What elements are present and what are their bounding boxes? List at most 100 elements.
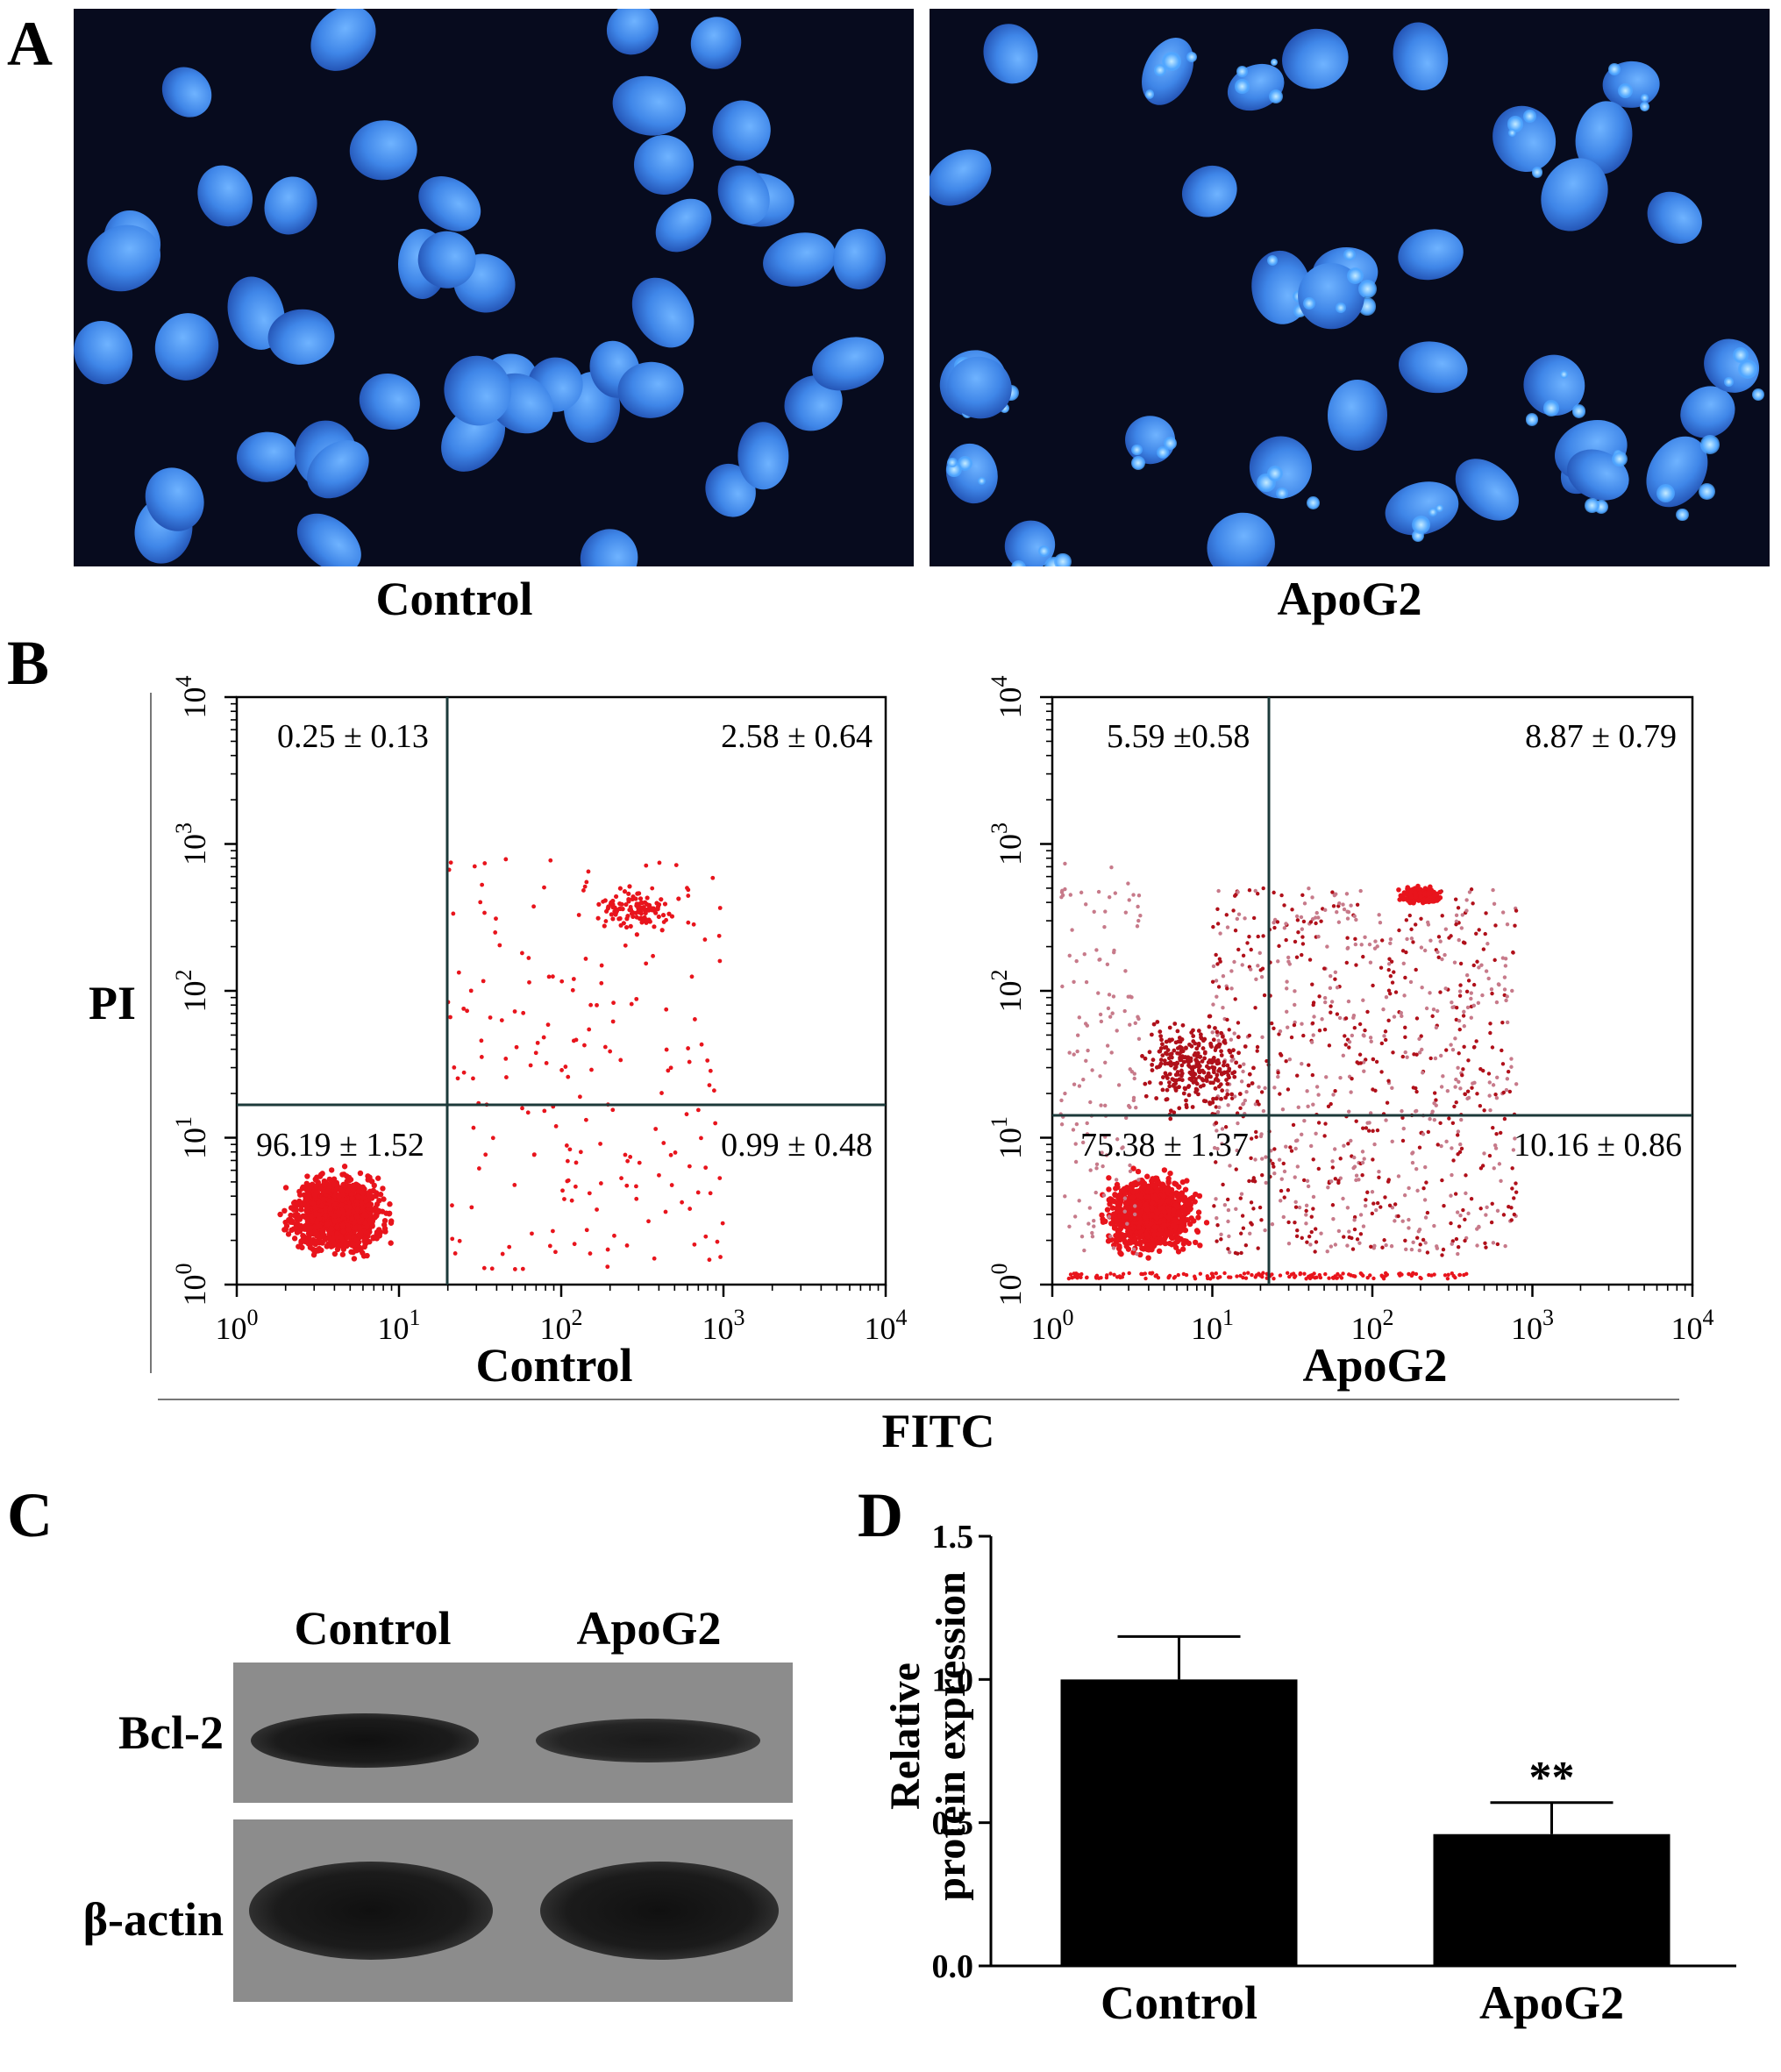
event-dot xyxy=(1086,1221,1091,1226)
event-dot xyxy=(1363,935,1367,940)
event-dot xyxy=(1396,1214,1400,1219)
chromatin-fragment xyxy=(1507,116,1524,133)
event-dot xyxy=(1165,1198,1172,1204)
event-dot xyxy=(465,1008,470,1014)
chromatin-fragment xyxy=(1276,487,1288,499)
x-tick-label: 100 xyxy=(1031,1305,1074,1346)
event-dot xyxy=(1226,1219,1230,1224)
event-dot xyxy=(1277,1032,1281,1036)
event-dot xyxy=(1118,1250,1124,1257)
event-dot xyxy=(1415,1235,1420,1240)
event-dot xyxy=(1168,1052,1172,1057)
event-dot xyxy=(1278,1273,1283,1278)
event-dot xyxy=(1336,1180,1341,1186)
event-dot xyxy=(1490,1045,1495,1050)
event-dot xyxy=(1461,1067,1465,1072)
event-dot xyxy=(457,1238,462,1243)
event-dot xyxy=(1165,1229,1172,1235)
event-dot xyxy=(1310,1021,1315,1026)
event-dot xyxy=(1492,901,1497,906)
event-dot xyxy=(1384,1118,1388,1122)
event-dot xyxy=(1326,1104,1331,1109)
event-dot xyxy=(1327,1043,1332,1048)
event-dot xyxy=(1457,993,1463,998)
event-dot xyxy=(1464,989,1470,994)
event-dot xyxy=(1204,1064,1209,1069)
event-dot xyxy=(1204,1074,1209,1079)
event-dot xyxy=(1306,1184,1311,1189)
event-dot xyxy=(1143,1207,1151,1213)
event-dot xyxy=(1121,1271,1126,1277)
event-dot xyxy=(1251,1065,1256,1071)
chromatin-fragment xyxy=(1507,129,1517,138)
event-dot xyxy=(452,1251,458,1256)
event-dot xyxy=(1510,1186,1514,1191)
event-dot xyxy=(1191,1034,1196,1038)
event-dot xyxy=(1358,1061,1363,1065)
event-dot xyxy=(1110,1011,1115,1015)
event-dot xyxy=(1471,963,1476,968)
event-dot xyxy=(1208,1080,1214,1086)
event-dot xyxy=(642,900,648,905)
event-dot xyxy=(1103,1135,1108,1139)
event-dot xyxy=(493,930,498,935)
event-dot xyxy=(1354,963,1358,967)
event-dot xyxy=(617,906,623,911)
event-dot xyxy=(1134,1105,1138,1110)
event-dot xyxy=(1060,984,1065,989)
micrograph-apog2 xyxy=(930,9,1770,566)
event-dot xyxy=(1504,1087,1509,1093)
chromatin-fragment xyxy=(1154,64,1167,77)
event-dot xyxy=(1506,1070,1511,1074)
event-dot xyxy=(717,906,723,910)
event-dot xyxy=(1193,1276,1198,1281)
event-dot xyxy=(1360,1150,1365,1154)
event-dot xyxy=(349,1215,355,1221)
event-dot xyxy=(1454,1005,1459,1010)
event-dot xyxy=(500,1251,505,1257)
event-dot xyxy=(370,1187,376,1194)
event-dot xyxy=(686,920,691,925)
event-dot xyxy=(567,1147,573,1152)
event-dot xyxy=(1226,1207,1231,1213)
event-dot xyxy=(1147,1080,1152,1085)
y-tick-label: 100 xyxy=(987,1264,1028,1307)
event-dot xyxy=(1060,893,1065,898)
event-dot xyxy=(1424,1180,1428,1185)
event-dot xyxy=(1229,986,1234,991)
y-tick-label: 103 xyxy=(987,822,1028,865)
event-dot xyxy=(1513,923,1517,928)
event-dot xyxy=(1353,936,1357,942)
event-dot xyxy=(468,988,474,993)
event-dot xyxy=(1313,1227,1318,1231)
event-dot xyxy=(1234,1060,1239,1065)
event-dot xyxy=(1201,1070,1207,1075)
event-dot xyxy=(1233,928,1238,933)
event-dot xyxy=(1221,1006,1225,1010)
event-dot xyxy=(1309,1214,1314,1219)
event-dot xyxy=(1417,1145,1422,1150)
event-dot xyxy=(1225,925,1230,929)
event-dot xyxy=(1276,959,1280,964)
event-dot xyxy=(1496,982,1501,986)
event-dot xyxy=(1323,1121,1328,1126)
event-dot xyxy=(1307,1234,1312,1239)
event-dot xyxy=(452,1065,457,1070)
event-dot xyxy=(294,1229,301,1235)
event-dot xyxy=(349,1195,355,1201)
event-dot xyxy=(1405,1055,1409,1059)
event-dot xyxy=(1314,910,1319,915)
event-dot xyxy=(1141,1213,1148,1220)
event-dot xyxy=(1434,1098,1438,1102)
event-dot xyxy=(1215,922,1221,926)
event-dot xyxy=(367,1238,373,1245)
event-dot xyxy=(1250,1081,1255,1086)
event-dot xyxy=(370,1235,377,1242)
event-dot xyxy=(1086,1048,1090,1053)
event-dot xyxy=(1514,1181,1518,1186)
event-dot xyxy=(638,896,644,901)
event-dot xyxy=(483,1152,488,1157)
event-dot xyxy=(291,1235,298,1242)
event-dot xyxy=(1407,1271,1411,1277)
event-dot xyxy=(1105,962,1110,966)
